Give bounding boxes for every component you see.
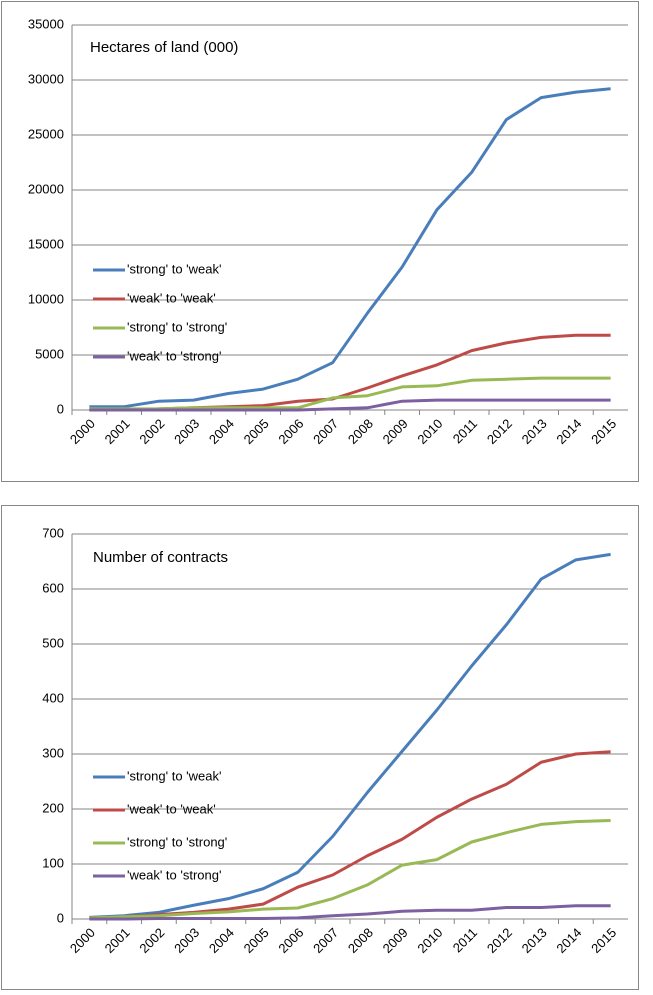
x-tick-label: 2014	[553, 925, 584, 956]
x-tick-label: 2002	[136, 925, 167, 956]
x-tick-label: 2000	[67, 925, 98, 956]
x-tick-label: 2010	[414, 416, 445, 447]
x-tick-label: 2010	[414, 925, 445, 956]
x-tick-label: 2002	[136, 416, 167, 447]
y-tick-label: 35000	[28, 16, 64, 31]
legend-label: 'strong' to 'strong'	[127, 319, 227, 334]
chart-frame	[1, 505, 639, 990]
x-tick-label: 2003	[171, 416, 202, 447]
x-tick-label: 2011	[450, 416, 480, 446]
y-tick-label: 0	[57, 910, 64, 925]
line	[89, 552, 611, 919]
legend-label: 'strong' to 'weak'	[127, 261, 221, 276]
x-tick-label: 2013	[519, 416, 550, 447]
x-tick-label: 2004	[206, 925, 237, 956]
x-tick-label: 2000	[67, 416, 98, 447]
x-tick-label: 2014	[553, 416, 584, 447]
x-tick-label: 2007	[310, 416, 341, 447]
x-tick-label: 2008	[345, 925, 376, 956]
x-tick-label: 2013	[519, 925, 550, 956]
y-tick-label: 5000	[35, 346, 64, 361]
x-tick-label: 2004	[206, 416, 237, 447]
y-tick-label: 400	[42, 690, 64, 705]
y-tick-label: 0	[57, 401, 64, 416]
y-tick-label: 100	[42, 855, 64, 870]
line	[89, 87, 611, 409]
y-tick-label: 700	[42, 525, 64, 540]
x-tick-label: 2015	[588, 925, 619, 956]
x-tick-label: 2007	[310, 925, 341, 956]
y-tick-label: 200	[42, 800, 64, 815]
legend-label: 'weak' to 'strong'	[127, 867, 221, 882]
x-tick-label: 2005	[241, 416, 272, 447]
y-tick-label: 10000	[28, 291, 64, 306]
legend-label: 'strong' to 'strong'	[127, 834, 227, 849]
x-tick-label: 2001	[102, 925, 133, 956]
line	[89, 819, 611, 920]
y-tick-label: 600	[42, 580, 64, 595]
y-tick-label: 30000	[28, 71, 64, 86]
x-tick-label: 2011	[450, 925, 480, 955]
y-tick-label: 25000	[28, 126, 64, 141]
line	[89, 904, 611, 921]
x-tick-label: 2006	[275, 925, 306, 956]
y-tick-label: 20000	[28, 181, 64, 196]
chart-frame	[1, 1, 639, 482]
x-tick-label: 2009	[380, 416, 411, 447]
line	[89, 376, 611, 411]
legend-label: 'weak' to 'weak'	[127, 290, 216, 305]
x-tick-label: 2005	[241, 925, 272, 956]
chart-subtitle: Hectares of land (000)	[90, 39, 238, 56]
legend-label: 'weak' to 'weak'	[127, 801, 216, 816]
x-tick-label: 2006	[275, 416, 306, 447]
x-tick-label: 2012	[484, 925, 515, 956]
x-tick-label: 2003	[171, 925, 202, 956]
line	[89, 398, 611, 412]
y-tick-label: 500	[42, 635, 64, 650]
y-tick-label: 15000	[28, 236, 64, 251]
x-tick-label: 2009	[380, 925, 411, 956]
chart-subtitle: Number of contracts	[93, 549, 228, 566]
x-tick-label: 2012	[484, 416, 515, 447]
legend-label: 'weak' to 'strong'	[127, 348, 221, 363]
x-tick-label: 2015	[588, 416, 619, 447]
x-tick-label: 2008	[345, 416, 376, 447]
x-tick-label: 2001	[102, 416, 133, 447]
y-tick-label: 300	[42, 745, 64, 760]
legend-label: 'strong' to 'weak'	[127, 768, 221, 783]
